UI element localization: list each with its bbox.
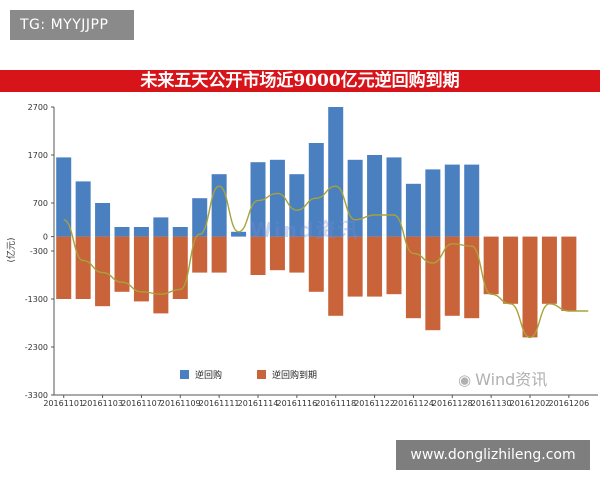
bar-reverse-repo	[405, 183, 421, 237]
x-tick-label: 20161109	[160, 399, 201, 408]
x-tick-label: 20161206	[548, 399, 589, 408]
bar-reverse-repo	[464, 164, 480, 237]
bar-maturing-repo	[75, 236, 91, 299]
bar-reverse-repo	[269, 159, 285, 237]
watermark: Wind资讯	[250, 218, 360, 242]
bar-maturing-repo	[405, 236, 421, 319]
bar-maturing-repo	[561, 236, 577, 311]
bar-maturing-repo	[425, 236, 441, 331]
bar-reverse-repo	[153, 217, 169, 237]
net-line	[63, 185, 589, 339]
bar-maturing-repo	[172, 236, 188, 299]
bar-maturing-repo	[328, 236, 344, 316]
bar-reverse-repo	[75, 181, 91, 237]
bar-reverse-repo	[56, 157, 72, 237]
bar-maturing-repo	[192, 236, 208, 273]
y-tick-label: 2700	[28, 103, 48, 112]
bar-chart: 2700 1700 700 0 -300 -1300 -2300 -3300 20161101…	[5, 103, 598, 408]
y-tick-label: -2300	[25, 343, 48, 352]
bar-maturing-repo	[541, 236, 557, 304]
bar-maturing-repo	[211, 236, 227, 273]
bar-reverse-repo	[172, 227, 188, 237]
bar-maturing-repo	[95, 236, 111, 307]
bar-reverse-repo	[133, 227, 149, 237]
bar-maturing-repo	[483, 236, 499, 295]
maturing-repo-bars	[56, 236, 577, 338]
x-tick-label: 20161128	[432, 399, 473, 408]
bar-maturing-repo	[347, 236, 363, 297]
bar-maturing-repo	[308, 236, 324, 292]
y-axis-label: (亿元)	[5, 237, 17, 262]
y-tick-label: -300	[30, 247, 48, 256]
wechat-icon: ◉	[458, 371, 472, 389]
source-label: Wind资讯	[475, 370, 548, 389]
bar-reverse-repo	[425, 169, 441, 237]
website-url[interactable]: www.donglizhileng.com	[396, 440, 590, 470]
bar-reverse-repo	[114, 227, 130, 237]
bar-reverse-repo	[211, 174, 227, 237]
legend: 逆回购 逆回购到期	[180, 369, 317, 381]
x-tick-label: 20161103	[82, 399, 123, 408]
bar-reverse-repo	[308, 143, 324, 237]
y-tick-label: -3300	[25, 391, 48, 400]
bar-maturing-repo	[289, 236, 305, 273]
bar-maturing-repo	[367, 236, 383, 297]
account-tag: TG: MYYJJPP	[10, 10, 134, 40]
bar-maturing-repo	[503, 236, 519, 304]
bar-maturing-repo	[386, 236, 402, 295]
bar-reverse-repo	[95, 203, 111, 237]
y-tick-label: 1700	[28, 151, 48, 160]
legend-label: 逆回购到期	[272, 369, 317, 381]
x-tick-label: 20161101	[43, 399, 84, 408]
x-tick-label: 20161124	[393, 399, 434, 408]
x-axis-ticks: 2016110120161103201611072016110920161111…	[43, 395, 589, 408]
bar-reverse-repo	[328, 107, 344, 237]
source-credit: ◉ Wind资讯	[458, 368, 583, 392]
bar-maturing-repo	[133, 236, 149, 302]
x-tick-label: 20161107	[121, 399, 162, 408]
bar-maturing-repo	[444, 236, 460, 316]
bar-maturing-repo	[464, 236, 480, 319]
bar-maturing-repo	[153, 236, 169, 314]
bar-reverse-repo	[386, 157, 402, 237]
bar-maturing-repo	[114, 236, 130, 292]
bar-reverse-repo	[231, 231, 247, 237]
legend-swatch	[180, 370, 189, 379]
bar-maturing-repo	[522, 236, 538, 338]
bar-maturing-repo	[250, 236, 266, 275]
y-tick-label: -1300	[25, 295, 48, 304]
legend-label: 逆回购	[195, 369, 222, 381]
x-tick-label: 20161118	[315, 399, 356, 408]
x-tick-label: 20161130	[471, 399, 512, 408]
bar-maturing-repo	[269, 236, 285, 271]
bar-reverse-repo	[444, 164, 460, 237]
bar-maturing-repo	[56, 236, 72, 299]
bar-reverse-repo	[250, 162, 266, 237]
bar-reverse-repo	[192, 198, 208, 237]
x-tick-label: 20161122	[354, 399, 395, 408]
legend-swatch	[257, 370, 266, 379]
y-axis-ticks: 2700 1700 700 0 -300 -1300 -2300 -3300	[25, 103, 54, 400]
x-tick-label: 20161114	[238, 399, 279, 408]
x-tick-label: 20161116	[276, 399, 317, 408]
y-tick-label: 700	[33, 199, 48, 208]
bar-reverse-repo	[289, 174, 305, 237]
x-tick-label: 20161202	[510, 399, 551, 408]
x-tick-label: 20161111	[199, 399, 240, 408]
bar-reverse-repo	[367, 155, 383, 237]
chart-title: 未来五天公开市场近9000亿元逆回购到期	[0, 70, 600, 92]
y-tick-label: 0	[43, 233, 48, 242]
